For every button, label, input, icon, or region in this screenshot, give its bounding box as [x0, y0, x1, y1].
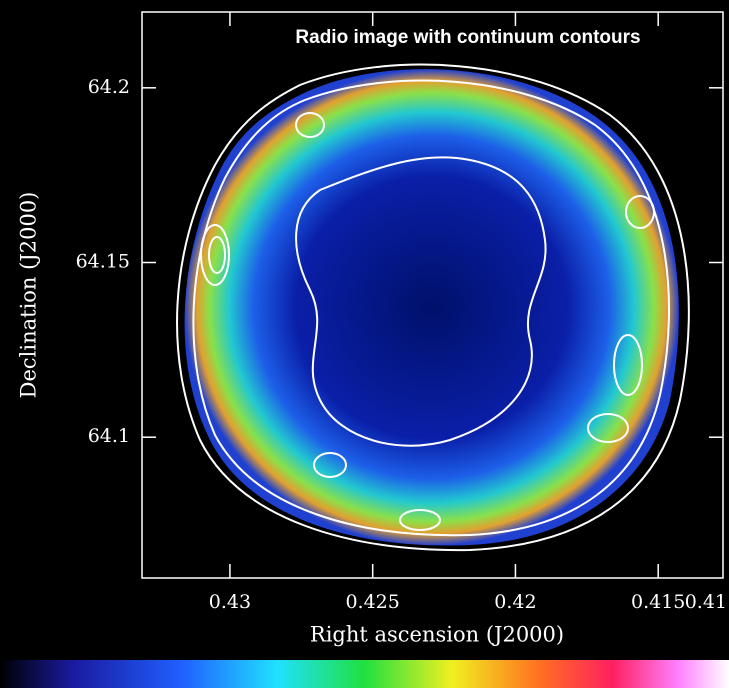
colorbar [0, 660, 729, 688]
x-tick-label: 0.41 [685, 591, 727, 613]
contour [208, 236, 226, 274]
chart-title: Radio image with continuum contours [295, 27, 640, 48]
contour [399, 509, 441, 531]
contour [587, 413, 629, 443]
radio-image [176, 63, 690, 552]
contour [613, 334, 643, 396]
x-tick-label: 0.42 [494, 591, 536, 613]
contour [295, 112, 325, 138]
y-tick-label: 64.1 [88, 425, 130, 447]
y-tick-label: 64.2 [88, 76, 130, 98]
contour [176, 63, 690, 552]
contour [295, 156, 547, 447]
contour [313, 452, 347, 478]
y-axis-label: Declination (J2000) [17, 192, 41, 399]
x-tick-label: 0.415 [631, 591, 685, 613]
remnant [184, 69, 679, 546]
y-tick-label: 64.15 [76, 251, 130, 273]
x-axis-label: Right ascension (J2000) [310, 623, 564, 647]
plot-frame [141, 11, 724, 579]
x-tick-label: 0.43 [209, 591, 251, 613]
contour [625, 195, 655, 229]
contour [200, 224, 230, 286]
x-tick-label: 0.425 [345, 591, 399, 613]
